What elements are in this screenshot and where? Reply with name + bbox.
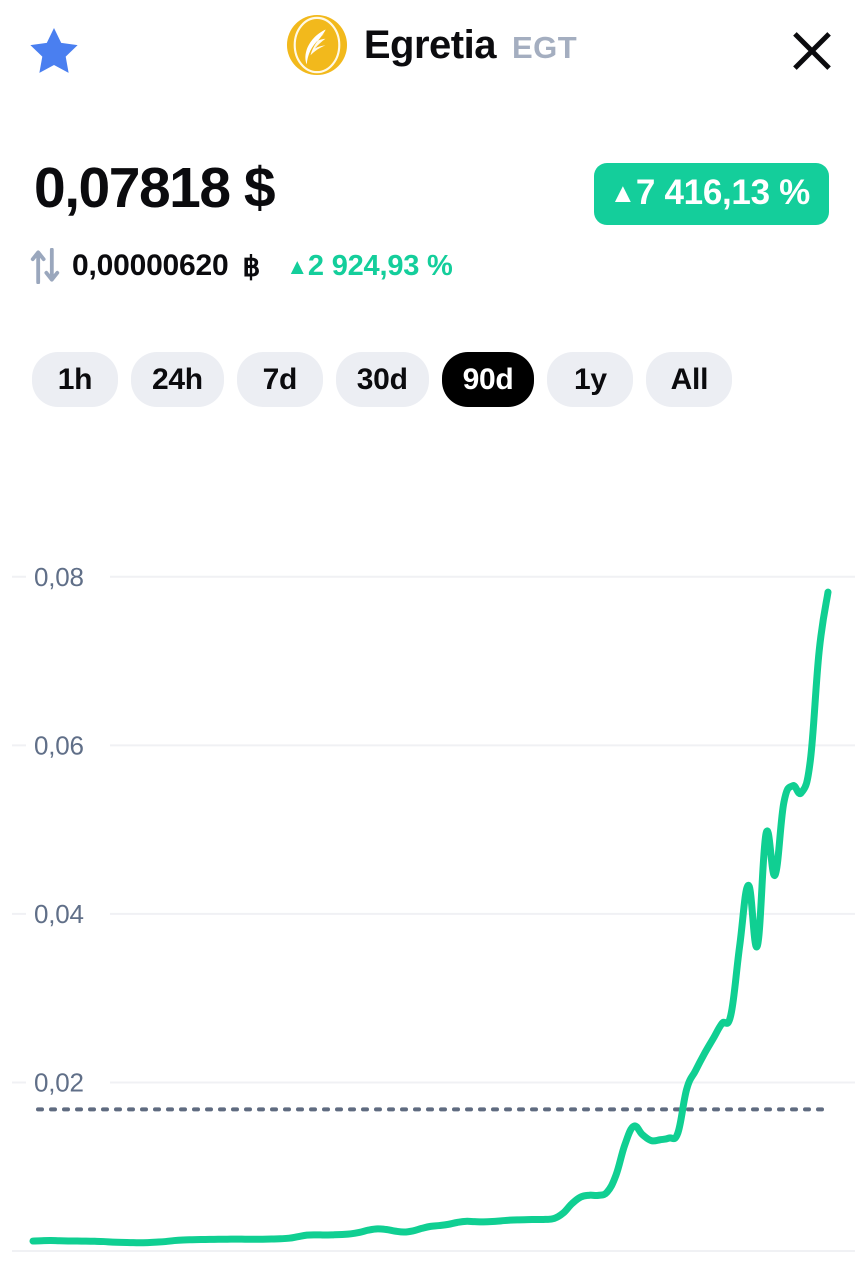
chart-y-tick-label: 0,04 <box>34 899 84 929</box>
range-tab-label: 24h <box>152 362 203 396</box>
range-tab-label: 30d <box>356 362 408 396</box>
close-button[interactable] <box>783 22 841 80</box>
coin-title-block: Egretia EGT <box>0 14 863 76</box>
range-tab-7d[interactable]: 7d <box>236 352 323 407</box>
btc-symbol: ฿ <box>242 250 261 282</box>
coin-name: Egretia <box>363 22 497 67</box>
favorite-star-button[interactable] <box>25 22 83 80</box>
price-row: 0,07818 $ <box>34 156 276 220</box>
close-icon <box>793 32 831 70</box>
btc-change-value: 2 924,93 % <box>307 249 453 282</box>
chart-gridlines <box>12 575 855 1252</box>
range-tab-label: 90d <box>462 362 514 396</box>
egretia-logo-icon <box>286 14 347 76</box>
range-tab-label: All <box>670 362 709 396</box>
price-chart[interactable]: 0,08 0,06 0,04 0,02 <box>0 470 863 1280</box>
chart-y-tick-label: 0,06 <box>34 730 84 760</box>
range-tab-90d[interactable]: 90d <box>441 352 535 407</box>
tick-label-backdrop <box>26 559 110 594</box>
tick-label-backdrop <box>26 1065 110 1100</box>
current-price: 0,07818 $ <box>34 156 276 220</box>
price-change-badge: ▲7 416,13 % <box>594 163 829 225</box>
chart-y-axis-labels: 0,08 0,06 0,04 0,02 <box>26 559 110 1100</box>
app-header: Egretia EGT <box>0 0 863 108</box>
chart-y-tick-label: 0,08 <box>34 562 84 592</box>
timerange-selector: 1h 24h 7d 30d 90d 1y All <box>32 352 832 407</box>
range-tab-1h[interactable]: 1h <box>32 352 118 407</box>
btc-price-row[interactable]: 0,00000620 ฿ ▲2 924,93 % <box>30 248 453 284</box>
range-tab-1y[interactable]: 1y <box>547 352 634 407</box>
btc-price-change: ▲2 924,93 % <box>286 249 453 283</box>
swap-arrows-icon[interactable] <box>30 248 60 284</box>
coin-ticker: EGT <box>511 29 578 65</box>
price-line <box>29 588 832 1247</box>
range-tab-30d[interactable]: 30d <box>335 352 429 407</box>
tick-label-backdrop <box>26 896 110 931</box>
range-tab-label: 7d <box>262 362 298 396</box>
range-tab-label: 1y <box>574 362 607 396</box>
btc-price-value: 0,00000620 <box>72 249 229 282</box>
price-change-value: 7 416,13 % <box>635 173 810 212</box>
star-icon <box>30 28 78 73</box>
caret-up-icon: ▲ <box>609 178 636 208</box>
range-tab-all[interactable]: All <box>646 352 733 407</box>
price-chart-svg[interactable]: 0,08 0,06 0,04 0,02 <box>0 470 863 1280</box>
range-tab-label: 1h <box>57 362 93 396</box>
tick-label-backdrop <box>26 728 110 763</box>
range-tab-24h[interactable]: 24h <box>131 352 224 407</box>
chart-y-tick-label: 0,02 <box>34 1067 84 1097</box>
btc-caret-up-icon: ▲ <box>286 253 308 279</box>
